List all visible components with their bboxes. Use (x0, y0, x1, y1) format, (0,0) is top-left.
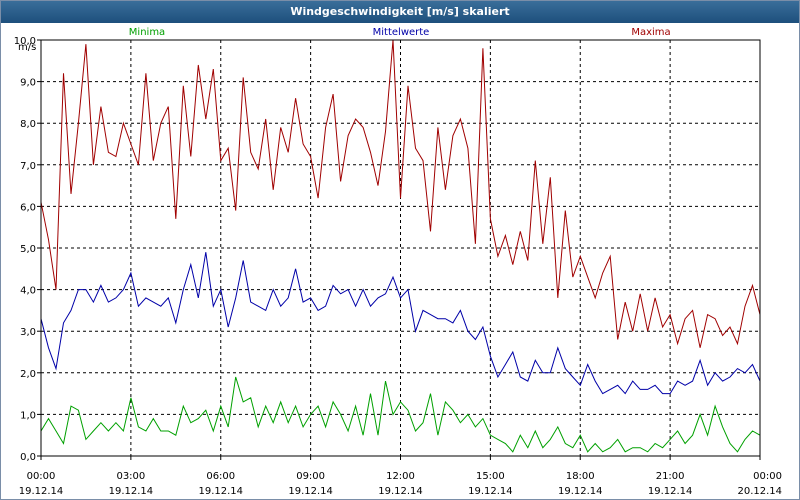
x-tick-time: 00:00 (753, 471, 782, 482)
series-line-mittelwerte (40, 252, 761, 395)
y-tick-label: 6,0 (20, 202, 36, 213)
axes (37, 39, 761, 460)
x-tick-date: 19.12.14 (378, 486, 423, 497)
y-tick-label: 9,0 (20, 78, 36, 89)
y-tick-label: 7,0 (20, 161, 36, 172)
chart-title: Windgeschwindigkeit [m/s] skaliert (1, 1, 799, 23)
x-tick-date: 19.12.14 (468, 486, 513, 497)
x-tick-time: 15:00 (476, 471, 505, 482)
x-tick-date: 19.12.14 (288, 486, 333, 497)
x-tick-date: 19.12.14 (109, 486, 154, 497)
labels: 0,0 1,0 2,0 3,0 4,0 5,0 6,0 7,0 8,0 9,0 10,0 00:00 1… (14, 27, 782, 497)
x-tick-time: 00:00 (27, 471, 56, 482)
y-tick-label: 10,0 (14, 36, 36, 47)
x-tick-date: 19.12.14 (19, 486, 64, 497)
x-tick-date: 19.12.14 (198, 486, 243, 497)
x-tick-date: 19.12.14 (648, 486, 693, 497)
x-tick-time: 12:00 (386, 471, 415, 482)
x-tick-time: 21:00 (656, 471, 685, 482)
y-axis-unit: m/s (18, 42, 36, 53)
legend-mittelwerte: Mittelwerte (373, 27, 430, 38)
y-tick-label: 8,0 (20, 119, 36, 130)
x-tick-time: 06:00 (206, 471, 235, 482)
legend-maxima: Maxima (631, 27, 670, 38)
series-line-minima (40, 376, 761, 453)
x-tick-time: 09:00 (296, 471, 325, 482)
y-tick-label: 0,0 (20, 452, 36, 463)
x-tick-time: 03:00 (116, 471, 145, 482)
y-tick-label: 2,0 (20, 369, 36, 380)
y-tick-label: 4,0 (20, 286, 36, 297)
series-line-maxima (40, 39, 761, 348)
y-tick-label: 5,0 (20, 244, 36, 255)
x-tick-time: 18:00 (566, 471, 595, 482)
y-tick-label: 3,0 (20, 327, 36, 338)
y-tick-label: 1,0 (20, 410, 36, 421)
legend-minima: Minima (129, 27, 165, 38)
x-tick-date: 19.12.14 (558, 486, 603, 497)
x-tick-date: 20.12.14 (737, 486, 782, 497)
series-lines (40, 39, 761, 453)
plot-border (40, 39, 761, 457)
